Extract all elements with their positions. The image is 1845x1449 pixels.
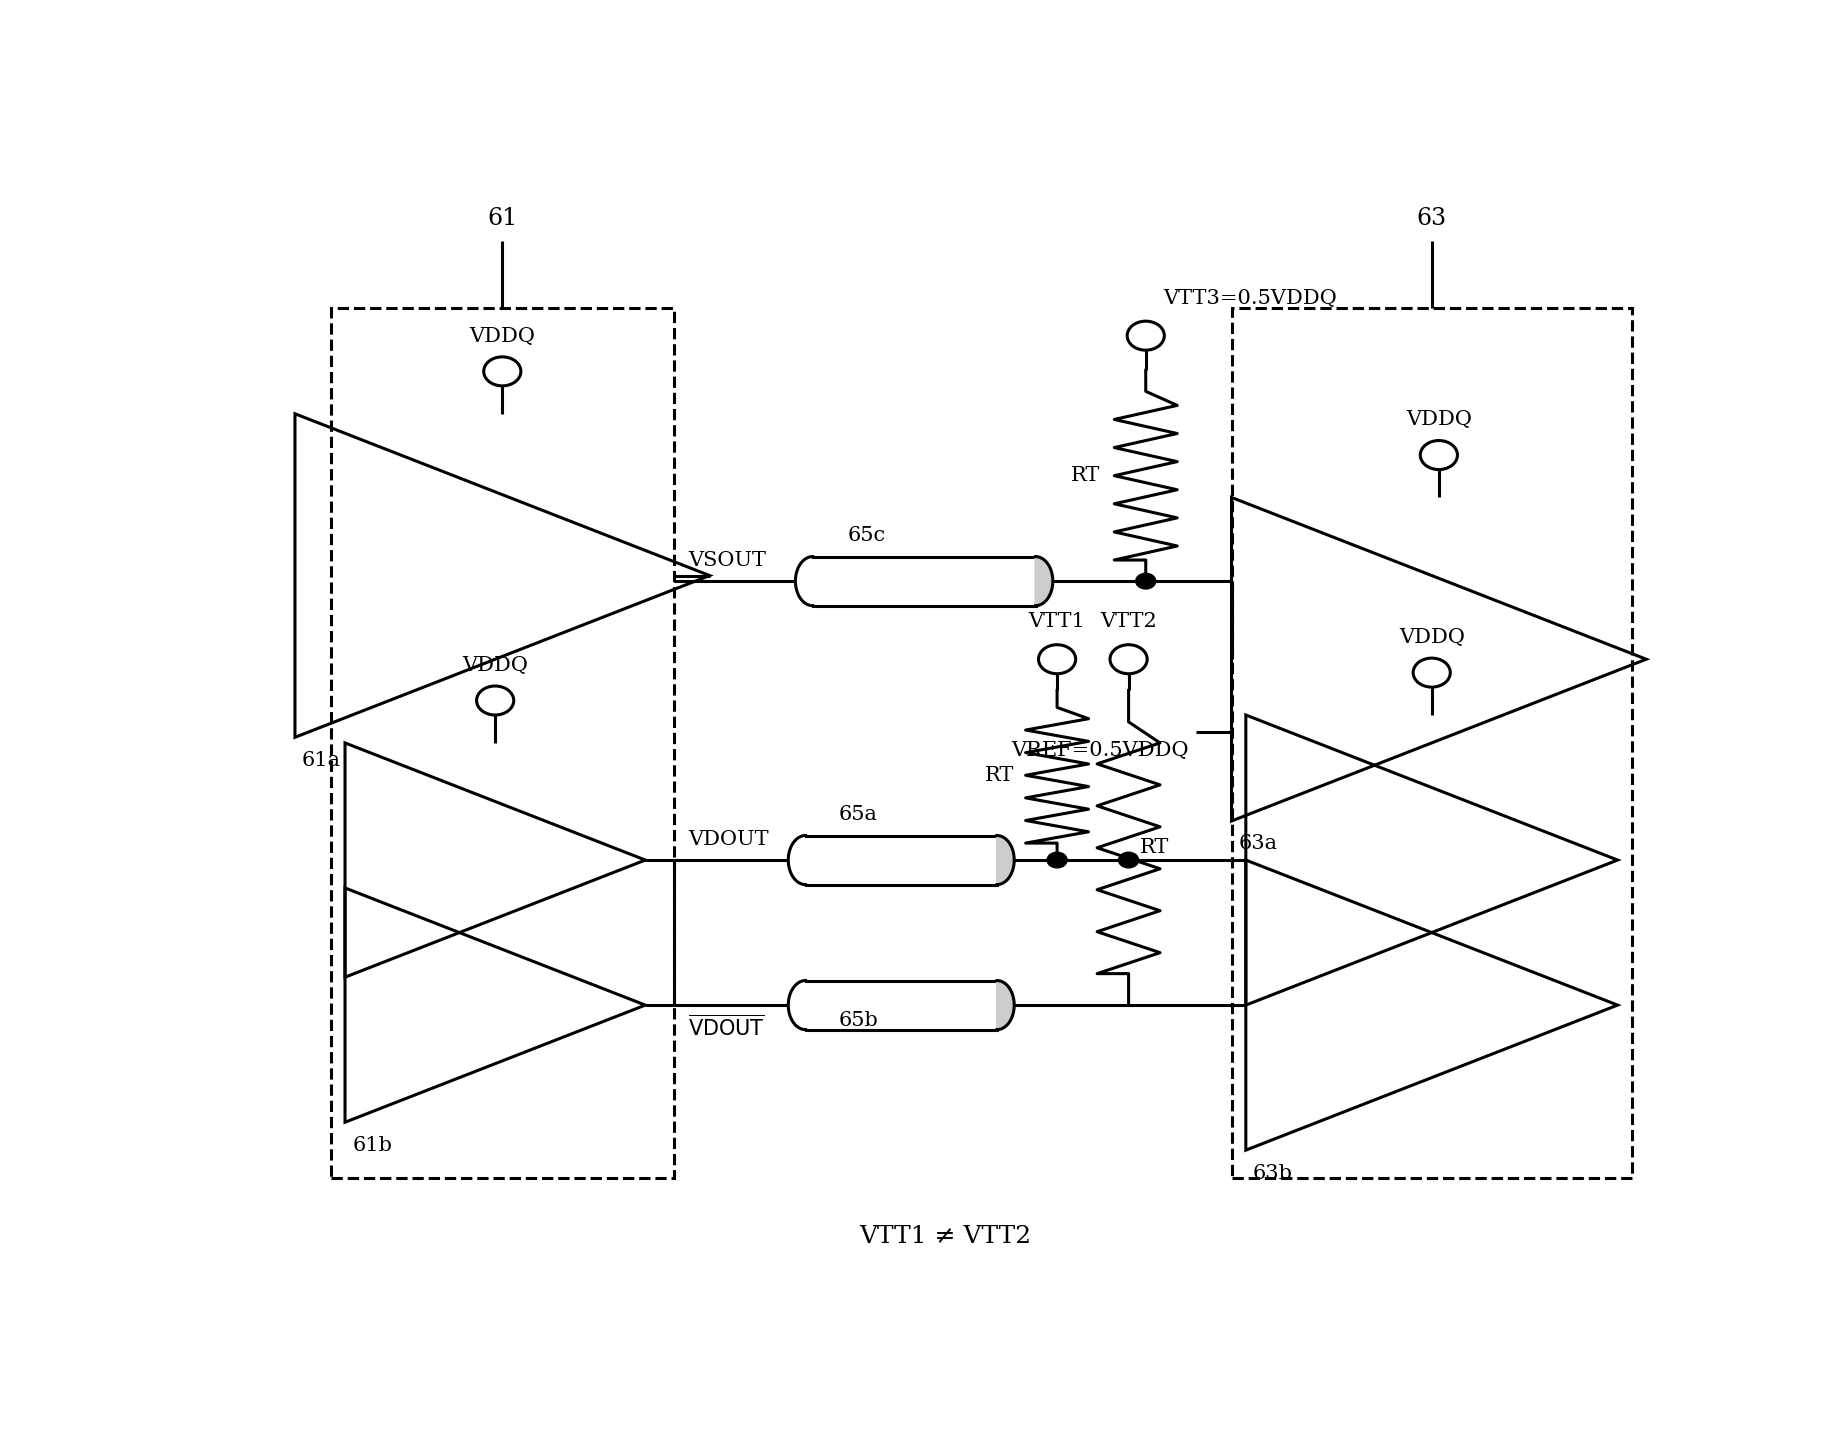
Text: VDOUT: VDOUT <box>688 830 769 849</box>
Text: 61a: 61a <box>303 751 341 769</box>
Polygon shape <box>814 556 1035 606</box>
Text: VDDQ: VDDQ <box>463 656 528 675</box>
Circle shape <box>1118 852 1138 868</box>
Text: 63a: 63a <box>1238 835 1279 853</box>
Text: RT: RT <box>1070 467 1100 485</box>
Circle shape <box>1137 574 1155 588</box>
Text: VREF=0.5VDDQ: VREF=0.5VDDQ <box>1011 740 1188 759</box>
Text: VTT1 ≠ VTT2: VTT1 ≠ VTT2 <box>860 1224 1031 1248</box>
Text: 61b: 61b <box>352 1136 391 1155</box>
Text: 63b: 63b <box>1253 1164 1293 1182</box>
Text: 65c: 65c <box>849 526 886 545</box>
Text: 65a: 65a <box>839 806 878 824</box>
Text: VSOUT: VSOUT <box>688 551 766 569</box>
Text: VTT1: VTT1 <box>1030 613 1085 632</box>
Polygon shape <box>1035 556 1053 606</box>
Polygon shape <box>996 981 1015 1030</box>
Bar <box>1232 307 1631 1178</box>
Text: RT: RT <box>985 765 1015 785</box>
Text: 65b: 65b <box>838 1011 878 1030</box>
Text: VTT2: VTT2 <box>1100 613 1157 632</box>
Text: RT: RT <box>1140 839 1170 858</box>
Text: $\overline{\mathregular{VDOUT}}$: $\overline{\mathregular{VDOUT}}$ <box>688 1014 764 1039</box>
Text: 63: 63 <box>1417 207 1446 230</box>
Bar <box>330 307 673 1178</box>
Circle shape <box>1048 852 1066 868</box>
Text: VDDQ: VDDQ <box>1399 627 1465 646</box>
Polygon shape <box>806 981 996 1030</box>
Text: 61: 61 <box>487 207 517 230</box>
Polygon shape <box>996 836 1015 884</box>
Text: VDDQ: VDDQ <box>469 326 535 346</box>
Polygon shape <box>806 836 996 884</box>
Text: VTT3=0.5VDDQ: VTT3=0.5VDDQ <box>1162 288 1336 307</box>
Text: VDDQ: VDDQ <box>1406 410 1472 429</box>
